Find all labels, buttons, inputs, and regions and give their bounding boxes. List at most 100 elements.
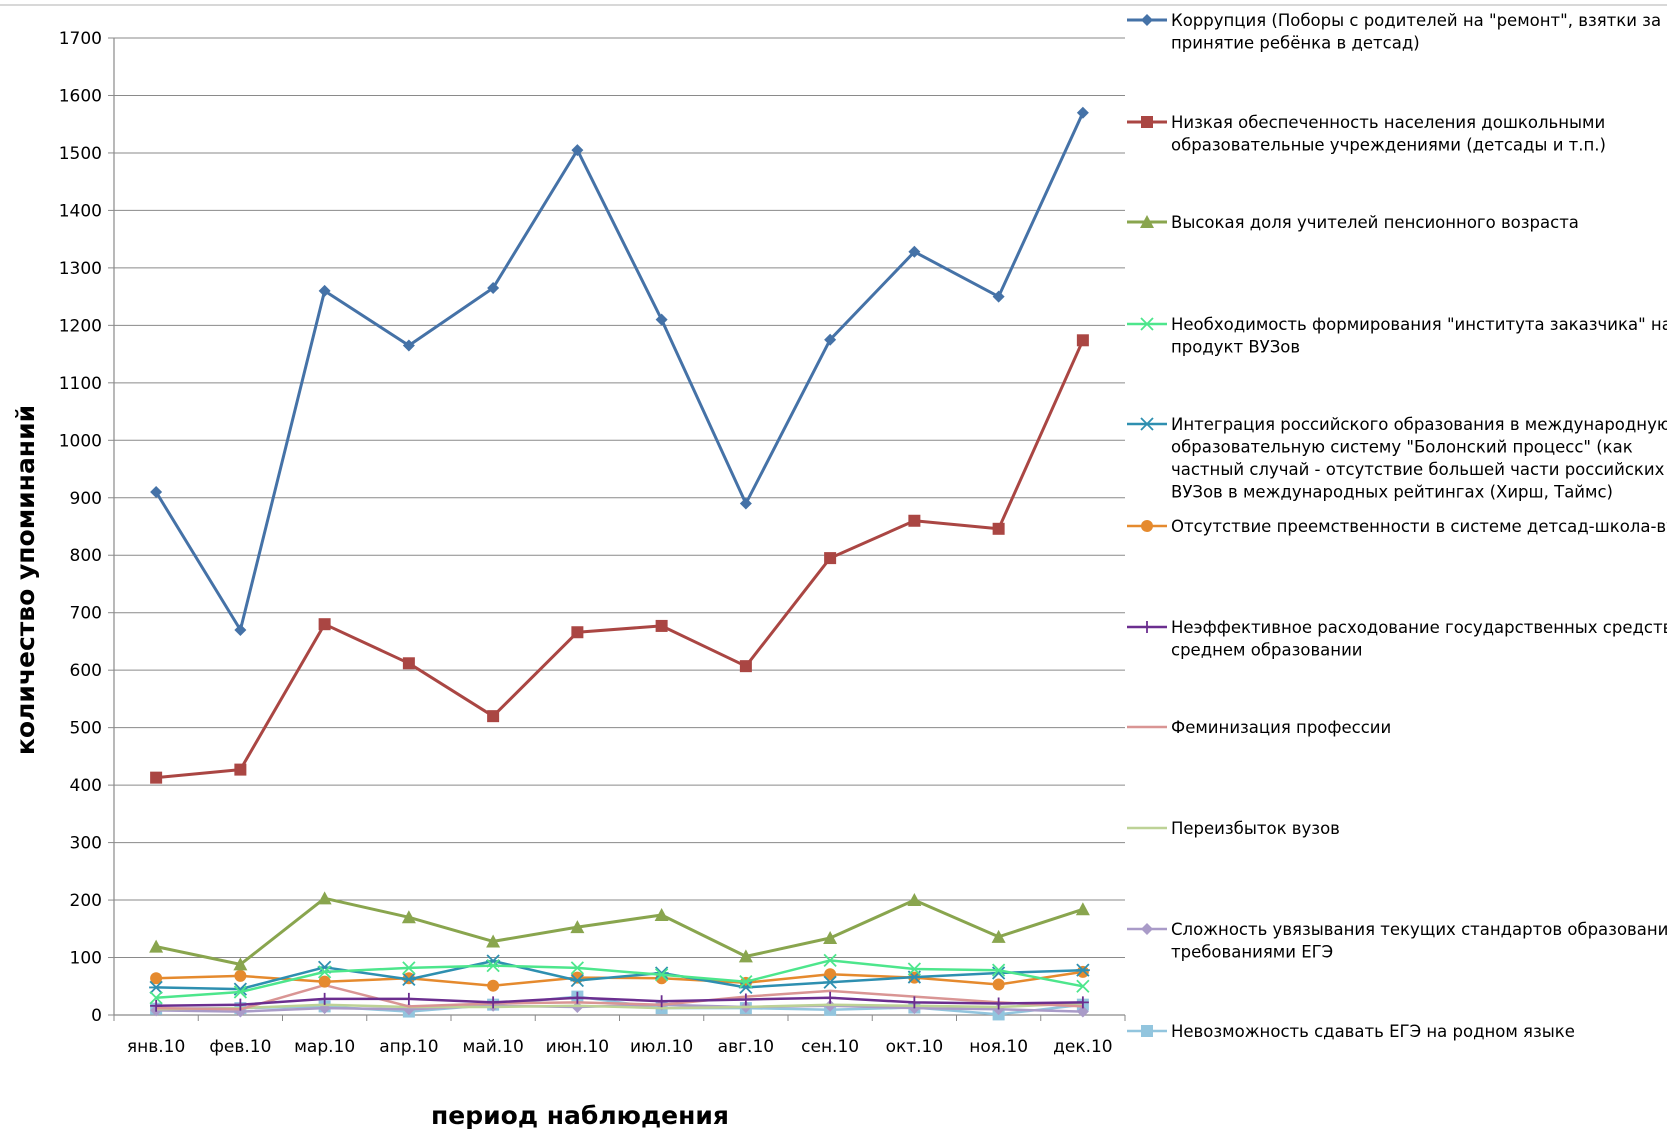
data-point bbox=[570, 961, 585, 975]
x-tick-label: янв.10 bbox=[127, 1037, 185, 1057]
legend-label: Сложность увязывания текущих стандартов … bbox=[1171, 920, 1667, 939]
legend-label: Необходимость формирования "института за… bbox=[1171, 315, 1667, 334]
data-point bbox=[150, 972, 163, 985]
series-8 bbox=[156, 983, 1083, 1011]
data-point bbox=[823, 953, 837, 968]
data-point bbox=[992, 522, 1005, 535]
y-tick-label: 500 bbox=[70, 719, 102, 739]
data-point bbox=[402, 961, 416, 975]
data-point bbox=[401, 972, 416, 987]
x-tick-label: мар.10 bbox=[294, 1037, 355, 1057]
data-point bbox=[402, 992, 415, 1005]
data-point bbox=[150, 486, 163, 499]
y-tick-label: 1200 bbox=[59, 316, 102, 336]
legend-marker bbox=[1140, 417, 1154, 431]
data-point bbox=[739, 660, 752, 673]
x-tick-label: сен.10 bbox=[801, 1037, 859, 1057]
data-point bbox=[1076, 334, 1089, 347]
data-point bbox=[486, 934, 501, 948]
data-point bbox=[234, 763, 247, 776]
y-tick-label: 600 bbox=[70, 661, 102, 681]
legend-marker bbox=[1141, 14, 1153, 26]
legend-item: Высокая доля учителей пенсионного возрас… bbox=[1127, 213, 1579, 232]
data-point bbox=[1076, 106, 1089, 119]
legend-marker bbox=[1141, 923, 1153, 935]
data-point bbox=[487, 979, 500, 992]
x-tick-label: июл.10 bbox=[630, 1037, 693, 1057]
data-point bbox=[655, 313, 668, 326]
series-5 bbox=[149, 954, 1090, 996]
series-line bbox=[154, 112, 1085, 632]
data-point bbox=[824, 552, 837, 565]
series-3 bbox=[149, 891, 1090, 971]
data-point bbox=[149, 939, 164, 953]
data-point bbox=[317, 891, 332, 905]
data-point bbox=[318, 975, 331, 988]
legend-label: Высокая доля учителей пенсионного возрас… bbox=[1171, 213, 1579, 232]
legend-label: Неэффективное расходование государственн… bbox=[1171, 618, 1667, 637]
data-point bbox=[654, 968, 669, 982]
x-axis-title: период наблюдения bbox=[431, 1101, 729, 1130]
data-point bbox=[738, 949, 753, 963]
y-tick-label: 1600 bbox=[59, 86, 102, 106]
series-1 bbox=[150, 106, 1089, 636]
data-point bbox=[1076, 1005, 1089, 1018]
data-point bbox=[402, 339, 415, 352]
data-point bbox=[908, 514, 921, 527]
x-tick-label: ноя.10 bbox=[969, 1037, 1028, 1057]
legend-item: Переизбыток вузов bbox=[1127, 819, 1340, 838]
gridlines bbox=[114, 37, 1125, 959]
axes bbox=[113, 38, 1125, 1016]
legend-item: Сложность увязывания текущих стандартов … bbox=[1127, 920, 1667, 962]
legend-item: Отсутствие преемственности в системе дет… bbox=[1127, 517, 1667, 536]
legend-label: Переизбыток вузов bbox=[1171, 819, 1340, 838]
legend-marker bbox=[1141, 520, 1153, 532]
data-point bbox=[992, 290, 1005, 303]
legend-item: Низкая обеспеченность населения дошкольн… bbox=[1127, 113, 1606, 155]
x-tick-label: фев.10 bbox=[209, 1037, 271, 1057]
data-point bbox=[571, 626, 584, 639]
data-point bbox=[150, 771, 163, 784]
data-point bbox=[907, 962, 922, 976]
data-point bbox=[234, 623, 247, 636]
data-point bbox=[823, 975, 838, 989]
legend-label: Отсутствие преемственности в системе дет… bbox=[1171, 517, 1667, 536]
series-line bbox=[156, 959, 1083, 991]
legend-label: среднем образовании bbox=[1171, 641, 1363, 660]
y-tick-label: 900 bbox=[70, 489, 102, 509]
data-point bbox=[233, 985, 248, 999]
series-4 bbox=[149, 953, 1090, 1005]
data-point bbox=[1076, 996, 1089, 1009]
legend-label: Феминизация профессии bbox=[1171, 718, 1391, 737]
data-point bbox=[654, 966, 669, 980]
data-point bbox=[571, 144, 584, 157]
x-tick-label: май.10 bbox=[462, 1037, 523, 1057]
legend-label: продукт ВУЗов bbox=[1171, 338, 1300, 357]
data-point bbox=[991, 929, 1006, 943]
series-line bbox=[156, 996, 1083, 1008]
data-point bbox=[1076, 965, 1089, 978]
data-point bbox=[149, 991, 163, 1005]
x-tick-label: июн.10 bbox=[546, 1037, 610, 1057]
legend-label: частный случай - отсутствие большей част… bbox=[1171, 460, 1665, 479]
data-point bbox=[487, 710, 500, 723]
legend: Коррупция (Поборы с родителей на "ремонт… bbox=[1127, 11, 1667, 1041]
legend-item: Коррупция (Поборы с родителей на "ремонт… bbox=[1127, 11, 1661, 53]
legend-marker bbox=[1140, 317, 1154, 331]
legend-label: Интеграция российского образования в меж… bbox=[1171, 415, 1667, 434]
x-tick-label: авг.10 bbox=[718, 1037, 774, 1057]
data-point bbox=[318, 618, 331, 631]
legend-marker bbox=[1141, 1025, 1153, 1037]
data-point bbox=[571, 991, 584, 1004]
data-point bbox=[739, 497, 752, 510]
data-point bbox=[1075, 902, 1090, 916]
y-tick-label: 200 bbox=[70, 891, 102, 911]
series-line bbox=[156, 1002, 1083, 1011]
legend-item: Необходимость формирования "института за… bbox=[1127, 315, 1667, 357]
legend-marker bbox=[1141, 116, 1153, 128]
data-point bbox=[233, 957, 248, 971]
data-point bbox=[1076, 979, 1090, 993]
data-point bbox=[234, 998, 247, 1011]
data-point bbox=[570, 973, 585, 988]
